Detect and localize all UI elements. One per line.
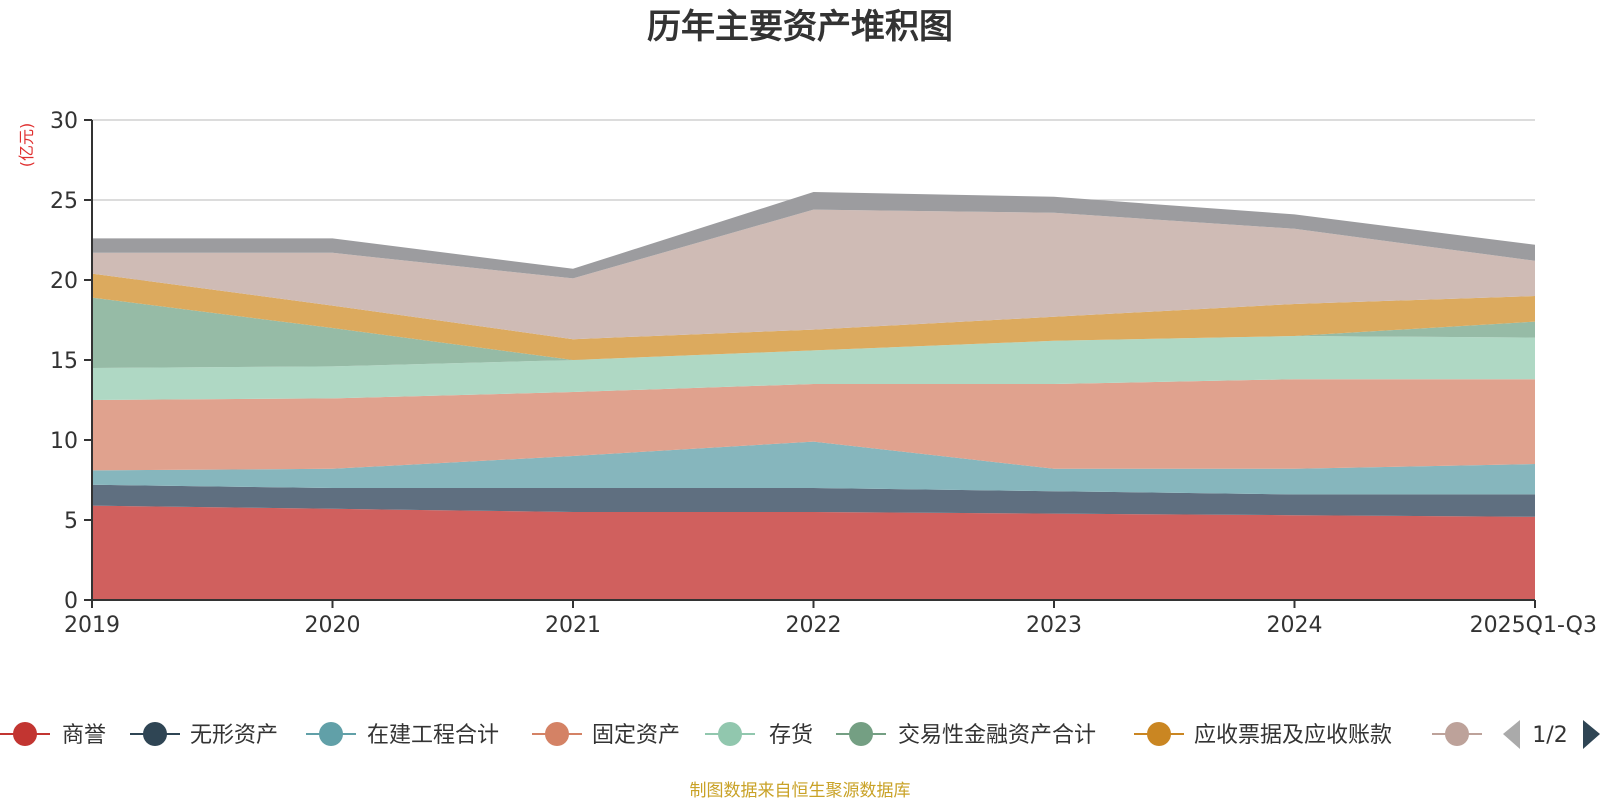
- legend-marker: [1445, 722, 1469, 746]
- legend-label: 存货: [769, 723, 813, 748]
- legend-item-8[interactable]: [1432, 722, 1482, 746]
- legend-label: 固定资产: [592, 723, 680, 748]
- area-series-2: [92, 484, 1535, 517]
- x-tick-label: 2024: [1267, 613, 1323, 638]
- y-tick-label: 30: [50, 109, 78, 134]
- chart-title: 历年主要资产堆积图: [647, 7, 953, 47]
- area-series-3: [92, 441, 1535, 495]
- area-series-6: [92, 297, 1535, 368]
- y-axis-ticks: 0 5 10 15 20 25 30: [50, 109, 92, 614]
- legend-page-indicator: 1/2: [1532, 723, 1567, 748]
- y-tick-label: 20: [50, 269, 78, 294]
- legend: 商誉 无形资产 在建工程合计 固定资产 存货 交易性金融资产合计 应收票据及应收账款: [0, 722, 1482, 748]
- area-series: [92, 192, 1535, 600]
- legend-label: 商誉: [62, 723, 106, 748]
- area-series-7: [92, 273, 1535, 360]
- x-tick-label: 2023: [1026, 613, 1082, 638]
- legend-pager: 1/2: [1503, 720, 1600, 749]
- legend-next-page-icon[interactable]: [1583, 720, 1600, 749]
- y-tick-label: 5: [64, 509, 78, 534]
- legend-item-3[interactable]: 在建工程合计: [306, 722, 499, 748]
- y-axis-unit: (亿元): [17, 123, 36, 168]
- legend-label: 应收票据及应收账款: [1194, 723, 1392, 748]
- y-tick-label: 10: [50, 429, 78, 454]
- legend-marker: [1147, 722, 1171, 746]
- area-series-8: [92, 209, 1535, 340]
- area-series-4: [92, 379, 1535, 471]
- legend-label: 在建工程合计: [367, 723, 499, 748]
- legend-item-1[interactable]: 商誉: [0, 722, 106, 748]
- y-tick-label: 0: [64, 589, 78, 614]
- legend-prev-page-icon[interactable]: [1503, 720, 1520, 749]
- x-tick-label: 2021: [545, 613, 601, 638]
- legend-item-7[interactable]: 应收票据及应收账款: [1134, 722, 1392, 748]
- y-tick-label: 25: [50, 189, 78, 214]
- legend-label: 无形资产: [190, 723, 278, 748]
- x-tick-label: 2019: [64, 613, 120, 638]
- x-tick-label: 2025Q1-Q3: [1470, 613, 1597, 638]
- legend-item-4[interactable]: 固定资产: [532, 722, 680, 748]
- legend-marker: [545, 722, 569, 746]
- legend-marker: [13, 722, 37, 746]
- area-series-9: [92, 192, 1535, 279]
- legend-item-5[interactable]: 存货: [705, 722, 813, 748]
- y-tick-label: 15: [50, 349, 78, 374]
- legend-item-6[interactable]: 交易性金融资产合计: [836, 722, 1096, 748]
- legend-label: 交易性金融资产合计: [898, 723, 1096, 748]
- legend-marker: [319, 722, 343, 746]
- x-tick-label: 2022: [786, 613, 842, 638]
- x-tick-label: 2020: [305, 613, 361, 638]
- data-source-note: 制图数据来自恒生聚源数据库: [690, 781, 911, 800]
- x-axis-ticks: 2019 2020 2021 2022 2023 2024 2025Q1-Q3: [64, 600, 1597, 638]
- legend-marker: [718, 722, 742, 746]
- area-series-5: [92, 336, 1535, 400]
- legend-marker: [849, 722, 873, 746]
- legend-marker: [143, 722, 167, 746]
- area-series-1: [92, 505, 1535, 600]
- legend-item-2[interactable]: 无形资产: [130, 722, 278, 748]
